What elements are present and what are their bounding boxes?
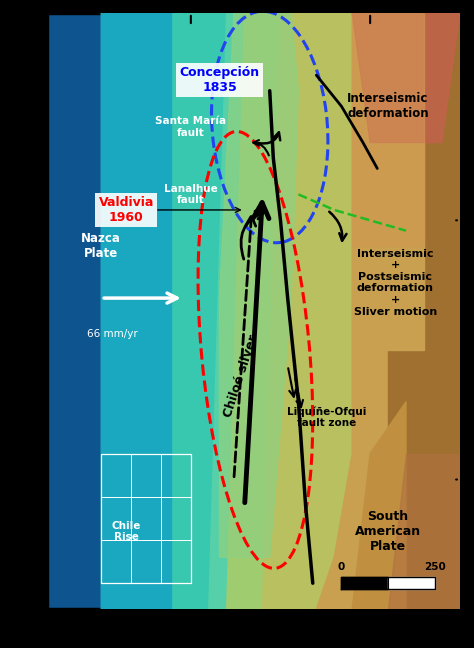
Text: Interseismic
+
Postseismic
deformation
+
Sliver motion: Interseismic + Postseismic deformation +…: [354, 249, 437, 316]
Polygon shape: [352, 13, 460, 143]
Polygon shape: [155, 13, 263, 609]
Polygon shape: [388, 13, 460, 609]
Polygon shape: [352, 13, 424, 246]
Text: Concepción
1835: Concepción 1835: [180, 66, 260, 95]
Polygon shape: [316, 13, 406, 609]
Polygon shape: [47, 13, 227, 609]
Text: Lanalhue
fault: Lanalhue fault: [164, 183, 218, 205]
Text: Chiloé sliver: Chiloé sliver: [221, 333, 261, 419]
Bar: [101, 454, 191, 583]
Text: Interseismic
deformation: Interseismic deformation: [347, 92, 429, 121]
Polygon shape: [263, 13, 370, 609]
Text: 5°: 5°: [12, 6, 27, 19]
Text: Santa María
fault: Santa María fault: [155, 116, 227, 138]
Text: 250: 250: [424, 562, 446, 572]
Polygon shape: [370, 13, 424, 350]
Polygon shape: [388, 454, 460, 609]
Text: South
American
Plate: South American Plate: [355, 510, 421, 553]
Polygon shape: [227, 13, 334, 609]
Polygon shape: [173, 13, 299, 609]
Polygon shape: [209, 13, 316, 609]
Polygon shape: [101, 13, 263, 609]
Polygon shape: [219, 13, 299, 557]
Text: Nazca
Plate: Nazca Plate: [81, 232, 121, 260]
Text: 0: 0: [338, 562, 345, 572]
Polygon shape: [352, 402, 406, 609]
Text: 66 mm/yr: 66 mm/yr: [87, 329, 137, 340]
Text: Liquíñe-Ofqui
fault zone: Liquíñe-Ofqui fault zone: [287, 406, 367, 428]
Text: Chile
Rise: Chile Rise: [111, 520, 141, 542]
Text: Valdivia
1960: Valdivia 1960: [99, 196, 154, 224]
Polygon shape: [227, 13, 334, 609]
